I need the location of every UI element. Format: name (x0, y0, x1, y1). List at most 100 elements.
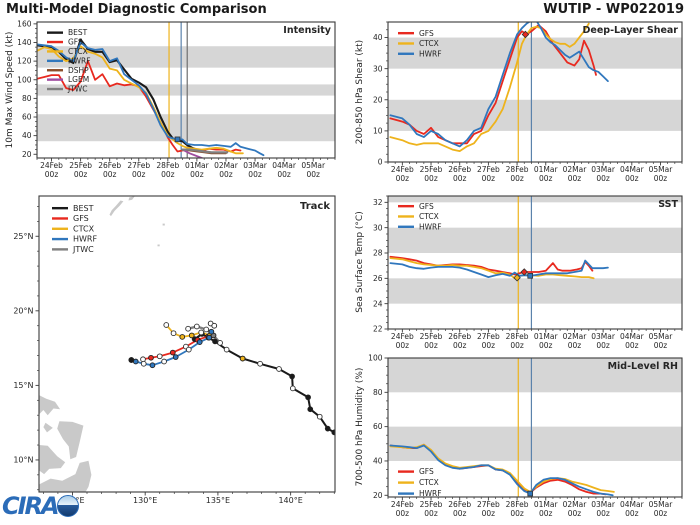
svg-text:00z: 00z (654, 341, 668, 350)
svg-text:25Feb: 25Feb (420, 332, 443, 341)
svg-text:40: 40 (373, 457, 383, 466)
svg-text:04Mar: 04Mar (620, 332, 645, 341)
svg-text:BEST: BEST (68, 28, 88, 37)
svg-text:HWRF: HWRF (419, 489, 442, 498)
storm-title: WUTIP - WP022019 (543, 2, 684, 17)
svg-text:00z: 00z (103, 170, 117, 179)
svg-text:BEST: BEST (73, 204, 94, 213)
sst-panel: 24Feb00z25Feb00z26Feb00z27Feb00z28Feb00z… (355, 195, 683, 350)
svg-text:00z: 00z (161, 170, 175, 179)
svg-text:30: 30 (373, 223, 383, 232)
svg-text:40: 40 (373, 33, 383, 42)
svg-text:130°E: 130°E (133, 496, 157, 505)
svg-text:01Mar: 01Mar (534, 500, 559, 509)
svg-text:GFS: GFS (68, 38, 83, 47)
svg-text:00z: 00z (453, 509, 467, 518)
svg-text:20: 20 (22, 150, 32, 159)
svg-text:CTCX: CTCX (419, 39, 439, 48)
svg-text:JTWC: JTWC (72, 245, 94, 254)
svg-text:32: 32 (373, 198, 383, 207)
svg-text:26Feb: 26Feb (448, 500, 471, 509)
svg-text:00z: 00z (45, 170, 59, 179)
svg-text:22: 22 (373, 325, 383, 334)
svg-text:03Mar: 03Mar (591, 332, 616, 341)
svg-text:Sea Surface Temp (°C): Sea Surface Temp (°C) (355, 211, 365, 312)
svg-text:CTCX: CTCX (68, 47, 88, 56)
svg-text:40: 40 (22, 131, 32, 140)
track-panel: 125°E130°E135°E140°E10°N15°N20°N25°NTrac… (13, 195, 336, 505)
svg-text:00z: 00z (539, 341, 553, 350)
svg-text:CTCX: CTCX (419, 478, 439, 487)
svg-text:00z: 00z (453, 341, 467, 350)
svg-text:00z: 00z (510, 509, 524, 518)
svg-text:CTCX: CTCX (73, 224, 95, 233)
svg-text:00z: 00z (74, 170, 88, 179)
svg-text:26Feb: 26Feb (448, 332, 471, 341)
svg-text:04Mar: 04Mar (620, 500, 645, 509)
svg-text:Track: Track (300, 201, 330, 212)
svg-text:80: 80 (373, 388, 383, 397)
svg-text:HWRF: HWRF (68, 56, 91, 65)
svg-text:00z: 00z (453, 174, 467, 183)
svg-text:28Feb: 28Feb (506, 500, 529, 509)
svg-text:00z: 00z (306, 170, 320, 179)
svg-text:CTCX: CTCX (419, 212, 439, 221)
svg-text:02Mar: 02Mar (563, 500, 588, 509)
svg-text:25°N: 25°N (13, 232, 33, 241)
cira-logo: CIRA (2, 494, 79, 518)
svg-text:26Feb: 26Feb (98, 161, 121, 170)
svg-text:00z: 00z (510, 341, 524, 350)
svg-text:00z: 00z (482, 509, 496, 518)
svg-text:03Mar: 03Mar (591, 500, 616, 509)
svg-text:00z: 00z (396, 174, 410, 183)
svg-text:02Mar: 02Mar (563, 165, 588, 174)
svg-text:00z: 00z (482, 174, 496, 183)
svg-text:24Feb: 24Feb (391, 332, 414, 341)
svg-text:15°N: 15°N (13, 381, 33, 390)
svg-text:LGEM: LGEM (68, 75, 89, 84)
svg-text:00z: 00z (396, 341, 410, 350)
svg-text:00z: 00z (424, 174, 438, 183)
page-title: Multi-Model Diagnostic Comparison (6, 2, 267, 17)
svg-text:100: 100 (17, 75, 32, 84)
svg-text:02Mar: 02Mar (563, 332, 588, 341)
svg-text:00z: 00z (568, 174, 582, 183)
svg-text:SST: SST (658, 199, 678, 210)
svg-text:120: 120 (17, 57, 32, 66)
svg-text:25Feb: 25Feb (69, 161, 92, 170)
svg-text:20: 20 (373, 491, 383, 500)
svg-text:00z: 00z (625, 174, 639, 183)
svg-text:00z: 00z (277, 170, 291, 179)
svg-text:24Feb: 24Feb (40, 161, 63, 170)
svg-text:HWRF: HWRF (73, 235, 97, 244)
svg-text:01Mar: 01Mar (534, 332, 559, 341)
svg-text:Mid-Level RH: Mid-Level RH (608, 361, 678, 372)
svg-text:27Feb: 27Feb (477, 165, 500, 174)
svg-text:80: 80 (22, 94, 32, 103)
svg-text:26Feb: 26Feb (448, 165, 471, 174)
svg-text:00z: 00z (568, 509, 582, 518)
svg-text:GFS: GFS (419, 202, 434, 211)
svg-text:DSHP: DSHP (68, 66, 89, 75)
svg-text:200-850 hPa Shear (kt): 200-850 hPa Shear (kt) (355, 40, 365, 144)
svg-text:10°N: 10°N (13, 456, 33, 465)
svg-text:25Feb: 25Feb (420, 500, 443, 509)
svg-text:01Mar: 01Mar (534, 165, 559, 174)
svg-text:03Mar: 03Mar (243, 161, 268, 170)
svg-text:700-500 hPa Humidity (%): 700-500 hPa Humidity (%) (355, 368, 365, 487)
rh-panel: 24Feb00z25Feb00z26Feb00z27Feb00z28Feb00z… (355, 354, 683, 518)
svg-text:30: 30 (373, 64, 383, 73)
svg-text:26: 26 (373, 274, 383, 283)
svg-text:60: 60 (373, 422, 383, 431)
svg-text:140°E: 140°E (278, 496, 302, 505)
svg-text:24: 24 (373, 299, 383, 308)
svg-text:160: 160 (17, 19, 32, 28)
svg-text:20: 20 (373, 95, 383, 104)
svg-text:27Feb: 27Feb (477, 500, 500, 509)
svg-text:24Feb: 24Feb (391, 500, 414, 509)
svg-text:00z: 00z (625, 341, 639, 350)
svg-text:HWRF: HWRF (419, 222, 442, 231)
svg-text:27Feb: 27Feb (477, 332, 500, 341)
